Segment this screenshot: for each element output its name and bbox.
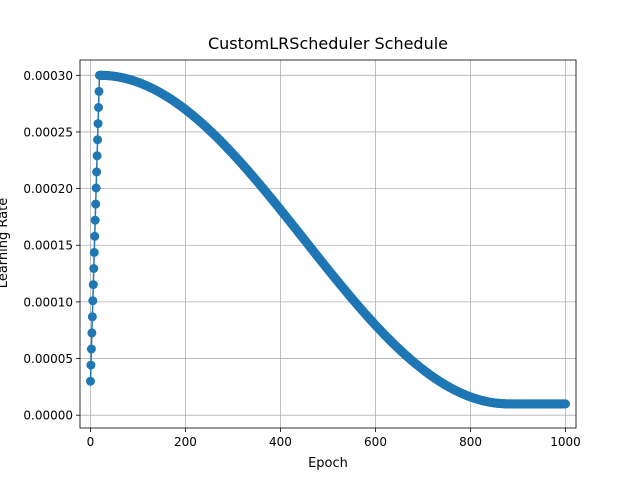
data-point [87,328,97,338]
data-point [561,399,571,409]
y-tick-label: 0.00015 [23,239,73,253]
data-point [86,360,96,370]
data-point [90,231,100,241]
data-point [85,376,95,386]
x-tick-label: 600 [364,435,387,449]
chart-title: CustomLRScheduler Schedule [208,34,448,53]
data-point [91,183,101,193]
y-tick-label: 0.00010 [23,295,73,309]
series-layer [85,70,571,409]
data-point [93,119,103,129]
x-tick-label: 0 [87,435,95,449]
data-point [94,86,104,96]
data-point [86,344,96,354]
y-tick-label: 0.00005 [23,352,73,366]
data-point [89,247,99,257]
plot-area-frame [79,59,577,429]
y-tick-label: 0.00030 [23,69,73,83]
data-point [90,215,100,225]
data-point [93,135,103,145]
y-tick-label: 0.00025 [23,125,73,139]
y-axis-ticks: 0.00000 0.00005 0.00010 0.00015 0.00020 0.000… [23,69,80,423]
data-point [91,199,101,209]
data-point [92,167,102,177]
data-point [88,296,98,306]
x-tick-label: 200 [174,435,197,449]
x-axis-ticks: 0 200 400 600 800 1000 [87,428,581,449]
data-point [94,103,104,112]
data-point [89,264,99,273]
x-tick-label: 400 [269,435,292,449]
y-axis-label: Learning Rate [0,198,11,288]
y-tick-label: 0.00000 [23,409,73,423]
data-point [92,151,102,161]
data-point [88,280,98,290]
y-tick-label: 0.00020 [23,182,73,196]
x-tick-label: 800 [459,435,482,449]
x-axis-label: Epoch [308,456,348,471]
grid-lines [80,60,576,428]
data-point [87,312,97,322]
x-tick-label: 1000 [550,435,581,449]
